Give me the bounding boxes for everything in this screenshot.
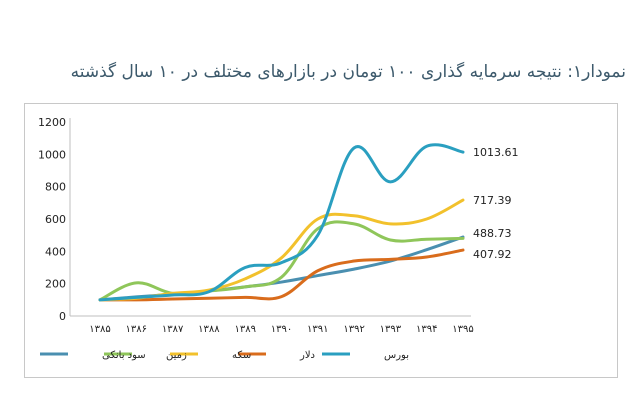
legend-label: دلار	[299, 350, 315, 361]
data-label: 1013.61	[473, 146, 519, 159]
legend-label: زمین	[166, 350, 187, 361]
legend-label: سود بانکی	[102, 350, 146, 361]
x-tick-label: ۱۳۹۵	[452, 324, 473, 335]
x-tick-label: ۱۳۹۳	[380, 324, 402, 335]
x-tick-label: ۱۳۸۶	[126, 324, 147, 335]
series-line	[98, 198, 465, 302]
plot-frame	[24, 103, 618, 378]
x-tick-label: ۱۳۹۰	[271, 324, 292, 335]
data-label: 407.92	[473, 248, 512, 261]
legend-label: سکه	[232, 350, 251, 361]
y-tick-label: 200	[45, 278, 66, 291]
series-line	[98, 220, 465, 302]
legend-label: بورس	[384, 350, 409, 361]
series-line	[98, 248, 465, 302]
y-tick-label: 400	[45, 245, 66, 258]
series-line	[98, 235, 465, 302]
x-tick-label: ۱۳۹۴	[416, 324, 437, 335]
x-tick-label: ۱۳۸۵	[89, 324, 110, 335]
y-tick-label: 1000	[38, 148, 66, 161]
series-line	[98, 143, 465, 302]
data-label: 488.73	[473, 227, 512, 240]
chart-title: نمودار۱: نتیجه سرمایه گذاری ۱۰۰ تومان در…	[70, 62, 626, 82]
x-tick-label: ۱۳۸۹	[234, 324, 255, 335]
x-tick-label: ۱۳۸۸	[198, 324, 220, 335]
y-tick-label: 600	[45, 213, 66, 226]
x-tick-label: ۱۳۹۲	[343, 324, 364, 335]
x-tick-label: ۱۳۸۷	[162, 324, 184, 335]
y-tick-label: 1200	[38, 116, 66, 129]
x-tick-label: ۱۳۹۱	[307, 324, 328, 335]
data-label: 717.39	[473, 194, 512, 207]
y-tick-label: 0	[59, 310, 66, 323]
y-tick-label: 800	[45, 181, 66, 194]
